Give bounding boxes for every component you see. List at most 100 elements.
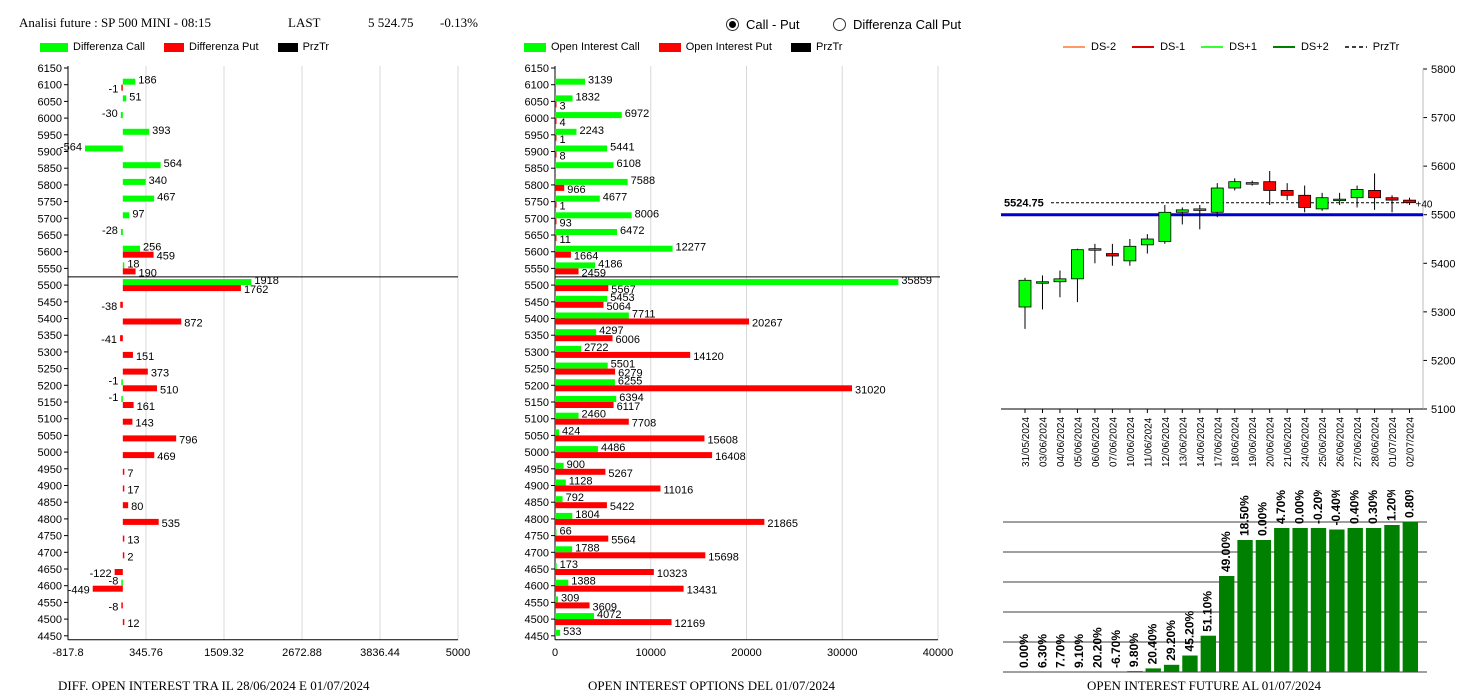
y-tick-label: 5250 (525, 364, 549, 376)
put-bar-label: 161 (137, 401, 155, 413)
call-bar (122, 162, 161, 169)
put-bar-label: 7 (127, 468, 133, 480)
y-tick-label: 5300 (1431, 307, 1455, 319)
put-bar (555, 218, 557, 225)
future-bar (1292, 528, 1308, 672)
y-tick-label: 5950 (38, 130, 62, 142)
future-bar (1145, 668, 1161, 672)
radio-diff-call-put[interactable]: Differenza Call Put (833, 17, 961, 32)
put-bar (122, 318, 182, 325)
y-tick-label: 4950 (525, 464, 549, 476)
put-bar (555, 201, 557, 208)
put-bar-label: 190 (139, 267, 157, 279)
put-bar (122, 285, 241, 292)
x-tick-label: 40000 (923, 647, 954, 659)
y-tick-label: 4700 (38, 547, 62, 559)
future-bar-label: 0.80% (1403, 490, 1417, 518)
put-bar (121, 602, 123, 609)
put-bar (120, 335, 123, 342)
call-bar (555, 629, 561, 636)
put-bar (114, 569, 123, 575)
y-tick-label: 5350 (525, 330, 549, 342)
put-bar (122, 552, 125, 559)
radio-call-put[interactable]: Call - Put (726, 17, 799, 32)
future-bar-label: 0.00% (1017, 634, 1031, 668)
future-bar-label: 29.20% (1164, 620, 1178, 661)
future-bar-label: -0.20% (1311, 490, 1325, 524)
x-tick-label: 19/06/2024 (1248, 417, 1259, 467)
call-bar-label: 900 (567, 459, 585, 471)
call-bar-label: 1128 (569, 476, 593, 488)
call-bar (555, 446, 598, 453)
put-bar-label: -122 (90, 568, 112, 580)
put-bar (555, 184, 565, 191)
call-bar-label: 2243 (579, 125, 603, 137)
y-tick-label: 5300 (38, 347, 62, 359)
put-bar-label: -38 (101, 301, 117, 313)
y-tick-label: 4850 (38, 497, 62, 509)
chart-open-interest-options: 0 10000 20000 30000 40000 6150 6100 6050 6000 595… (525, 63, 954, 659)
candle-body (1036, 281, 1049, 284)
call-bar-label: 4297 (599, 325, 623, 337)
put-bar-label: 1 (560, 201, 566, 213)
call-bar (555, 212, 632, 219)
y-tick-label: 4800 (525, 514, 549, 526)
instrument-title: Analisi future : SP 500 MINI - 08:15 (19, 15, 211, 30)
call-bar (555, 245, 673, 252)
y-tick-label: 5400 (525, 314, 549, 326)
x-tick-label: 30000 (827, 647, 858, 659)
legend-swatch-green (524, 42, 546, 52)
x-tick-label: 25/06/2024 (1318, 417, 1329, 467)
put-bar (92, 585, 123, 592)
y-tick-label: 5250 (38, 364, 62, 376)
x-tick-label: 04/06/2024 (1056, 417, 1067, 467)
future-bar-label: 20.20% (1090, 627, 1104, 668)
x-tick-label: 14/06/2024 (1196, 417, 1207, 467)
put-bar (555, 502, 607, 509)
y-tick-label: 5600 (525, 247, 549, 259)
call-bar (555, 563, 557, 569)
y-tick-label: 5550 (38, 263, 62, 275)
put-bar-label: 12 (127, 618, 139, 630)
x-tick-label: 0 (552, 647, 558, 659)
caption-future: OPEN INTEREST FUTURE AL 01/07/2024 (1087, 678, 1322, 693)
call-bar (555, 613, 594, 620)
call-bar (555, 295, 608, 302)
y-tick-label: 5650 (525, 230, 549, 242)
y-tick-label: 5850 (38, 163, 62, 175)
future-bar-label: 45.20% (1182, 610, 1196, 651)
put-bar (555, 118, 557, 125)
put-bar-label: 966 (567, 184, 585, 196)
y-tick-label: 4450 (525, 631, 549, 643)
put-bar-label: 469 (157, 451, 175, 463)
legend-swatch-red (164, 42, 185, 52)
candle-body (1350, 189, 1364, 199)
x-tick-label: 10000 (635, 647, 666, 659)
candle-body (1175, 209, 1189, 213)
call-bar (555, 396, 617, 402)
future-bar (1127, 671, 1143, 672)
y-tick-label: 5200 (38, 380, 62, 392)
future-bar-label: 0.30% (1366, 490, 1380, 524)
put-bar-label: 2 (127, 551, 133, 563)
call-bar-label: -30 (102, 108, 118, 120)
candle-body (1088, 248, 1102, 251)
legend-ds-2: DS-2 (1091, 41, 1117, 53)
put-bar (555, 268, 579, 275)
call-bar-label: -564 (60, 142, 82, 154)
put-bar (122, 418, 133, 425)
put-bar (555, 134, 557, 141)
legend-diff-call: Differenza Call (73, 41, 145, 53)
future-bar-label: 0.40% (1348, 490, 1362, 524)
x-tick-label: 07/06/2024 (1108, 417, 1119, 467)
legend-swatch-black (277, 42, 298, 52)
future-bar-label: -0.40% (1329, 490, 1343, 526)
y-tick-label: 5900 (525, 147, 549, 159)
candle-body (1263, 181, 1277, 191)
y-tick-label: 5450 (525, 297, 549, 309)
y-tick-label: 5050 (525, 430, 549, 442)
future-bar (1163, 664, 1180, 672)
call-bar-label: 1918 (254, 275, 278, 287)
put-bar (555, 602, 590, 609)
y-tick-label: 4900 (525, 481, 549, 493)
